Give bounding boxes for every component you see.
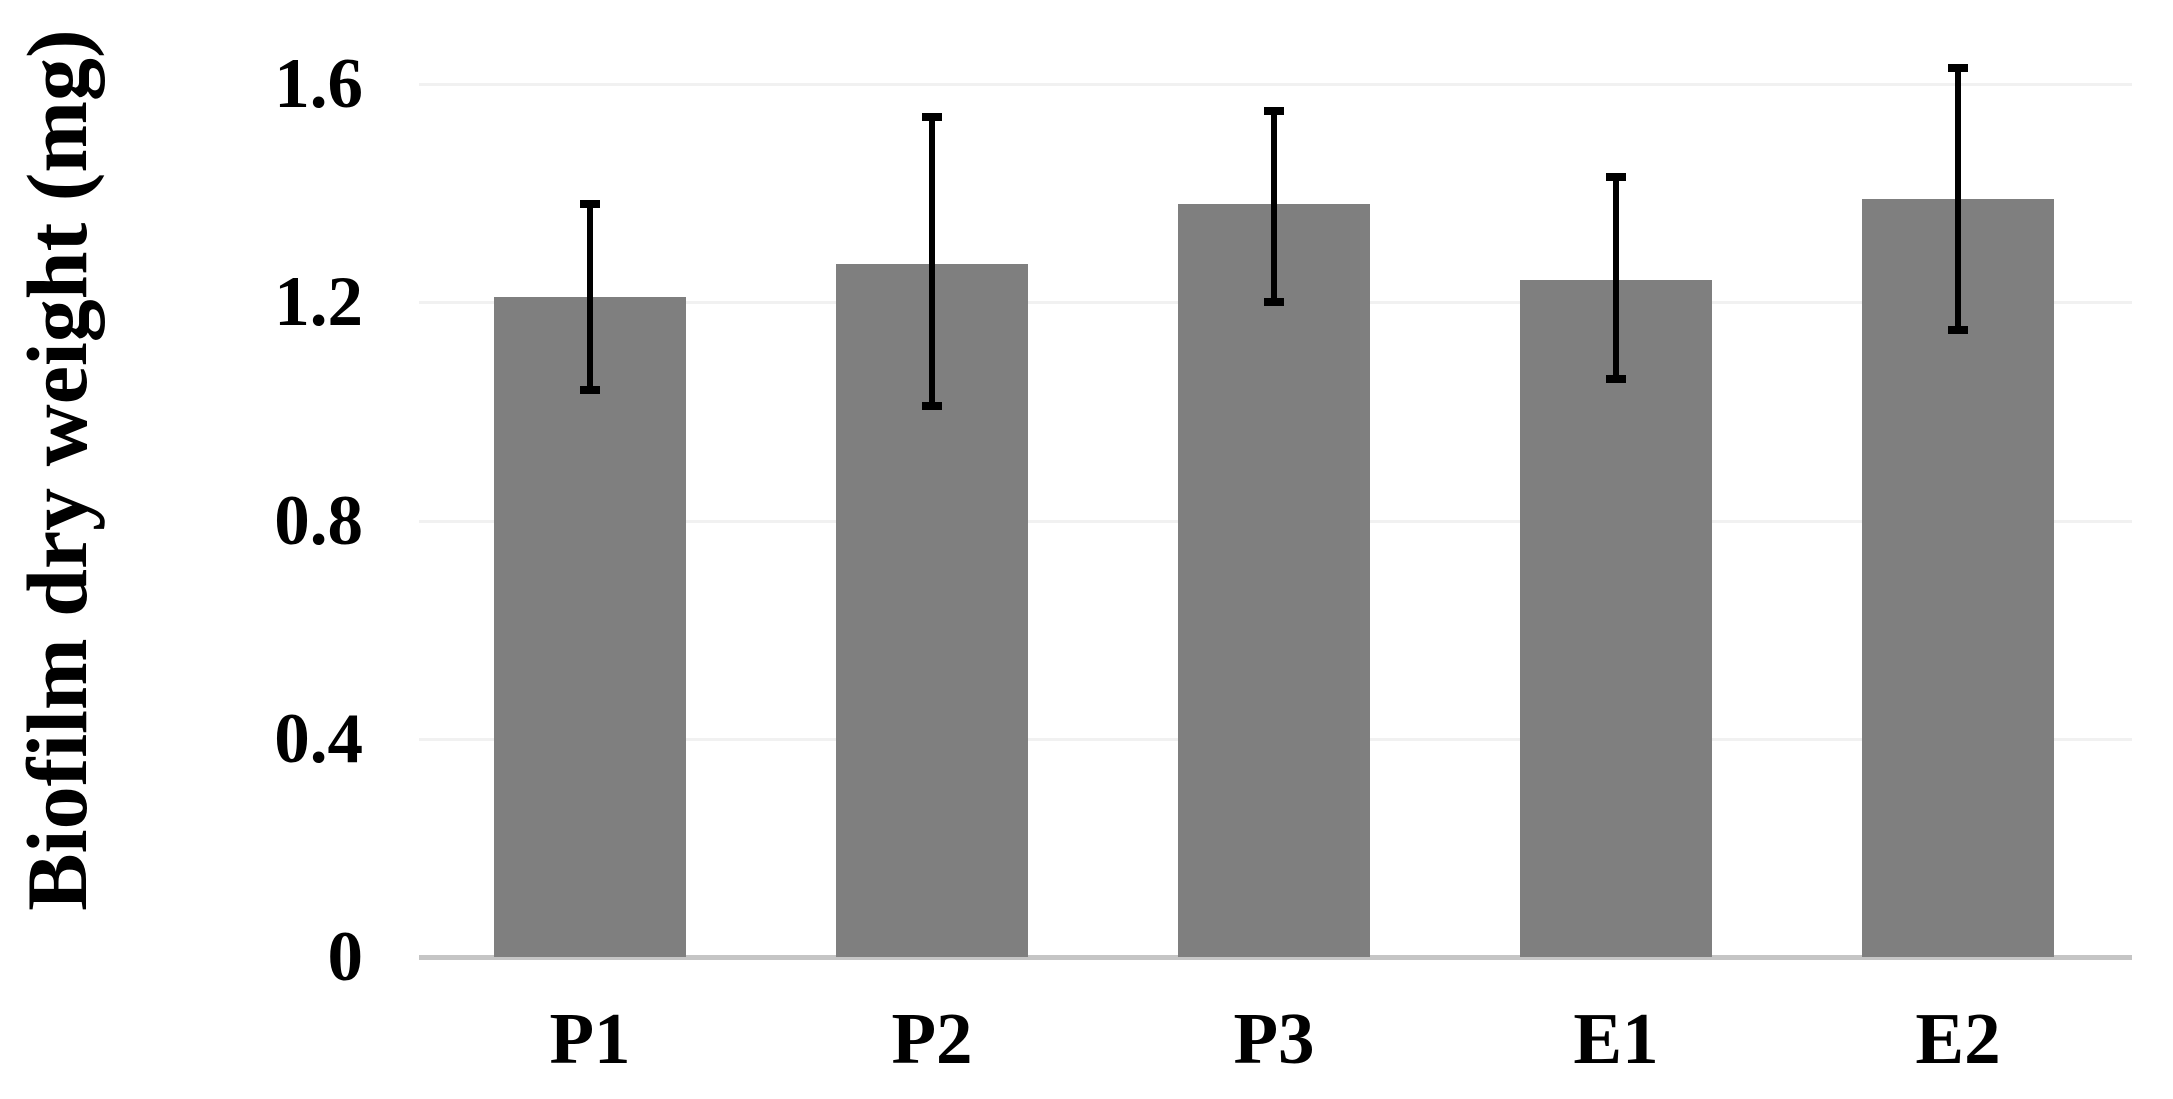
x-category-label-P2: P2	[891, 998, 973, 1079]
bar-P3	[1178, 204, 1370, 957]
bar-P1	[494, 296, 686, 957]
y-tick-label-0.4: 0.4	[274, 699, 363, 778]
y-tick-label-1.2: 1.2	[274, 263, 363, 342]
error-bar-cap-top-P2	[922, 112, 942, 121]
error-bar-cap-bottom-P2	[922, 401, 942, 410]
error-bar-line-E2	[1955, 67, 1961, 330]
error-bar-cap-bottom-E1	[1606, 374, 1626, 383]
error-bar-cap-top-P3	[1264, 107, 1284, 116]
x-axis-line	[419, 955, 2132, 960]
y-tick-label-0: 0	[327, 918, 364, 996]
y-tick-label-1.6: 1.6	[274, 45, 363, 123]
x-category-label-P3: P3	[1233, 998, 1315, 1079]
error-bar-cap-bottom-P1	[580, 385, 600, 394]
error-bar-line-P1	[587, 204, 593, 390]
error-bar-cap-top-E2	[1948, 63, 1968, 72]
y-tick-label-0.8: 0.8	[274, 481, 363, 560]
gridline-y-1.6	[419, 83, 2132, 86]
x-category-label-P1: P1	[549, 998, 631, 1079]
error-bar-line-P2	[929, 116, 935, 406]
error-bar-line-E1	[1613, 176, 1619, 379]
x-category-label-E1: E1	[1573, 998, 1659, 1079]
error-bar-cap-bottom-P3	[1264, 298, 1284, 307]
error-bar-cap-top-P1	[580, 200, 600, 209]
x-category-label-E2: E2	[1915, 998, 2001, 1079]
error-bar-cap-bottom-E2	[1948, 325, 1968, 334]
bar-E1	[1520, 280, 1712, 957]
error-bar-cap-top-E1	[1606, 172, 1626, 181]
error-bar-line-P3	[1271, 111, 1277, 303]
